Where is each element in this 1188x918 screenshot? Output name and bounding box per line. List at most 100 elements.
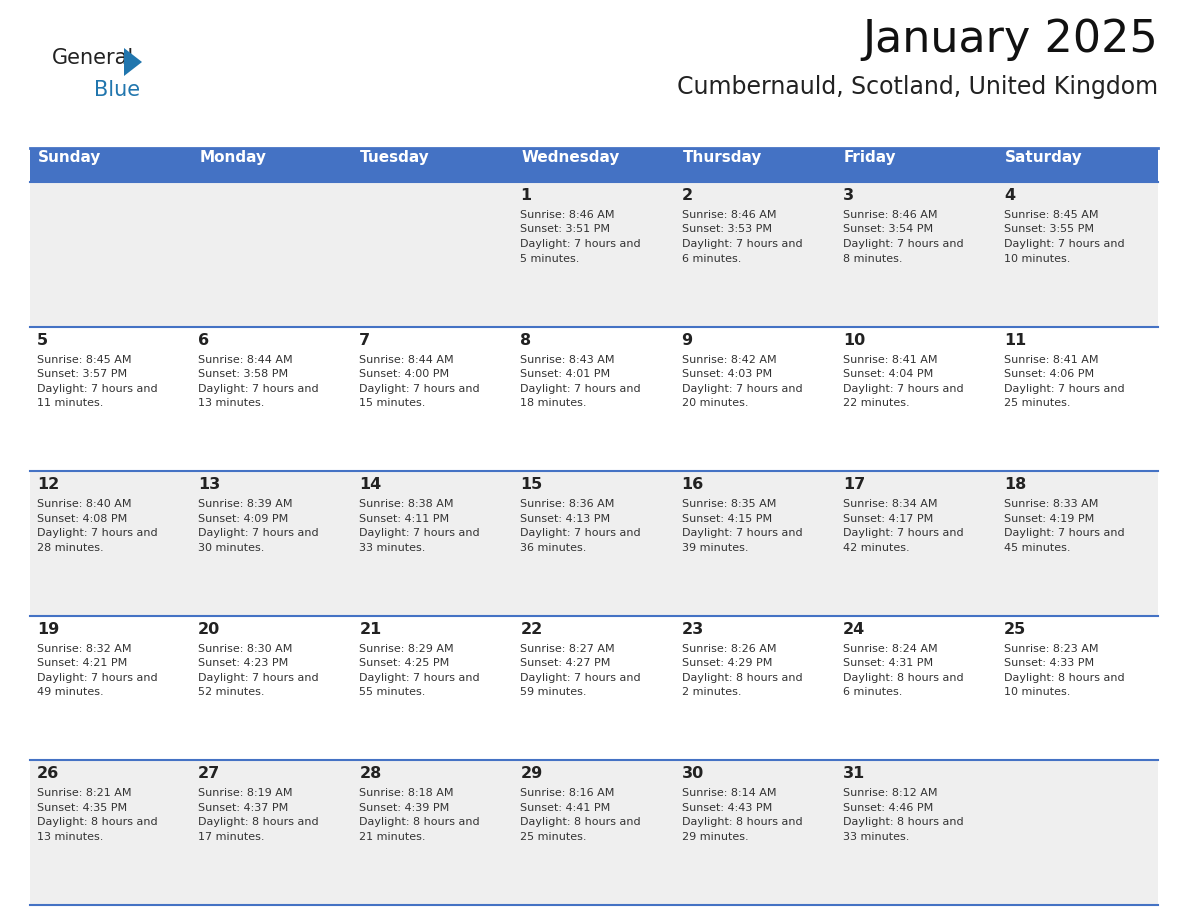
Text: 4: 4: [1004, 188, 1015, 203]
Bar: [353, 182, 513, 327]
Text: Daylight: 8 hours and: Daylight: 8 hours and: [1004, 673, 1125, 683]
Bar: [191, 471, 353, 616]
Text: Sunrise: 8:46 AM: Sunrise: 8:46 AM: [842, 210, 937, 220]
Text: 28 minutes.: 28 minutes.: [37, 543, 103, 553]
Text: 11 minutes.: 11 minutes.: [37, 398, 103, 409]
Text: 10 minutes.: 10 minutes.: [1004, 253, 1070, 263]
Text: Sunrise: 8:27 AM: Sunrise: 8:27 AM: [520, 644, 615, 654]
Text: 10: 10: [842, 332, 865, 348]
Text: 16: 16: [682, 477, 703, 492]
Bar: [513, 148, 675, 182]
Text: Wednesday: Wednesday: [522, 150, 620, 165]
Text: Sunrise: 8:36 AM: Sunrise: 8:36 AM: [520, 499, 615, 509]
Bar: [675, 148, 835, 182]
Bar: [30, 148, 191, 182]
Text: Sunrise: 8:23 AM: Sunrise: 8:23 AM: [1004, 644, 1099, 654]
Text: 13 minutes.: 13 minutes.: [198, 398, 265, 409]
Text: 30 minutes.: 30 minutes.: [198, 543, 265, 553]
Text: Sunrise: 8:42 AM: Sunrise: 8:42 AM: [682, 354, 776, 364]
Text: 11: 11: [1004, 332, 1026, 348]
Text: Sunrise: 8:44 AM: Sunrise: 8:44 AM: [359, 354, 454, 364]
Bar: [997, 148, 1158, 182]
Text: Sunset: 4:13 PM: Sunset: 4:13 PM: [520, 514, 611, 523]
Text: Sunset: 4:33 PM: Sunset: 4:33 PM: [1004, 658, 1094, 668]
Text: Daylight: 7 hours and: Daylight: 7 hours and: [37, 673, 158, 683]
Text: Daylight: 7 hours and: Daylight: 7 hours and: [359, 528, 480, 538]
Text: Sunrise: 8:21 AM: Sunrise: 8:21 AM: [37, 789, 132, 799]
Text: Daylight: 7 hours and: Daylight: 7 hours and: [520, 239, 642, 249]
Text: 28: 28: [359, 767, 381, 781]
Text: January 2025: January 2025: [862, 18, 1158, 61]
Text: 2 minutes.: 2 minutes.: [682, 688, 741, 698]
Text: Friday: Friday: [843, 150, 896, 165]
Text: 17: 17: [842, 477, 865, 492]
Text: Blue: Blue: [94, 80, 140, 100]
Text: Daylight: 7 hours and: Daylight: 7 hours and: [359, 384, 480, 394]
Bar: [675, 471, 835, 616]
Bar: [835, 327, 997, 471]
Text: 59 minutes.: 59 minutes.: [520, 688, 587, 698]
Text: Daylight: 8 hours and: Daylight: 8 hours and: [520, 817, 642, 827]
Bar: [191, 616, 353, 760]
Text: Sunrise: 8:19 AM: Sunrise: 8:19 AM: [198, 789, 292, 799]
Text: Daylight: 7 hours and: Daylight: 7 hours and: [682, 384, 802, 394]
Text: Sunrise: 8:32 AM: Sunrise: 8:32 AM: [37, 644, 132, 654]
Bar: [30, 760, 191, 905]
Bar: [191, 148, 353, 182]
Bar: [30, 616, 191, 760]
Text: Sunset: 3:57 PM: Sunset: 3:57 PM: [37, 369, 127, 379]
Text: 1: 1: [520, 188, 531, 203]
Text: 52 minutes.: 52 minutes.: [198, 688, 265, 698]
Text: 20 minutes.: 20 minutes.: [682, 398, 748, 409]
Text: Daylight: 8 hours and: Daylight: 8 hours and: [842, 817, 963, 827]
Bar: [30, 327, 191, 471]
Text: 31: 31: [842, 767, 865, 781]
Bar: [835, 182, 997, 327]
Text: Sunset: 3:58 PM: Sunset: 3:58 PM: [198, 369, 289, 379]
Text: 21: 21: [359, 621, 381, 637]
Text: Sunset: 4:06 PM: Sunset: 4:06 PM: [1004, 369, 1094, 379]
Bar: [675, 760, 835, 905]
Text: Sunset: 4:01 PM: Sunset: 4:01 PM: [520, 369, 611, 379]
Text: Daylight: 7 hours and: Daylight: 7 hours and: [842, 239, 963, 249]
Polygon shape: [124, 48, 143, 76]
Text: 12: 12: [37, 477, 59, 492]
Text: 6 minutes.: 6 minutes.: [682, 253, 741, 263]
Bar: [30, 471, 191, 616]
Text: 25 minutes.: 25 minutes.: [520, 832, 587, 842]
Text: 26: 26: [37, 767, 59, 781]
Text: Cumbernauld, Scotland, United Kingdom: Cumbernauld, Scotland, United Kingdom: [677, 75, 1158, 99]
Text: 13: 13: [198, 477, 221, 492]
Text: Sunset: 4:31 PM: Sunset: 4:31 PM: [842, 658, 933, 668]
Text: Daylight: 7 hours and: Daylight: 7 hours and: [198, 384, 318, 394]
Text: Sunrise: 8:29 AM: Sunrise: 8:29 AM: [359, 644, 454, 654]
Text: 15 minutes.: 15 minutes.: [359, 398, 425, 409]
Text: 6: 6: [198, 332, 209, 348]
Text: 24: 24: [842, 621, 865, 637]
Text: 25: 25: [1004, 621, 1026, 637]
Text: Sunset: 4:17 PM: Sunset: 4:17 PM: [842, 514, 933, 523]
Text: Saturday: Saturday: [1005, 150, 1082, 165]
Text: 18: 18: [1004, 477, 1026, 492]
Text: Sunset: 4:43 PM: Sunset: 4:43 PM: [682, 803, 772, 813]
Text: Sunrise: 8:12 AM: Sunrise: 8:12 AM: [842, 789, 937, 799]
Bar: [997, 327, 1158, 471]
Text: 3: 3: [842, 188, 854, 203]
Text: 7: 7: [359, 332, 371, 348]
Text: Daylight: 8 hours and: Daylight: 8 hours and: [842, 673, 963, 683]
Bar: [353, 616, 513, 760]
Text: 29 minutes.: 29 minutes.: [682, 832, 748, 842]
Text: Sunday: Sunday: [38, 150, 101, 165]
Bar: [835, 616, 997, 760]
Text: Sunrise: 8:24 AM: Sunrise: 8:24 AM: [842, 644, 937, 654]
Bar: [513, 616, 675, 760]
Text: Sunrise: 8:33 AM: Sunrise: 8:33 AM: [1004, 499, 1098, 509]
Text: Sunset: 4:11 PM: Sunset: 4:11 PM: [359, 514, 449, 523]
Text: Daylight: 8 hours and: Daylight: 8 hours and: [198, 817, 318, 827]
Bar: [191, 182, 353, 327]
Bar: [30, 182, 191, 327]
Text: Sunset: 3:55 PM: Sunset: 3:55 PM: [1004, 225, 1094, 234]
Text: Tuesday: Tuesday: [360, 150, 430, 165]
Text: Sunrise: 8:34 AM: Sunrise: 8:34 AM: [842, 499, 937, 509]
Text: Daylight: 7 hours and: Daylight: 7 hours and: [1004, 384, 1125, 394]
